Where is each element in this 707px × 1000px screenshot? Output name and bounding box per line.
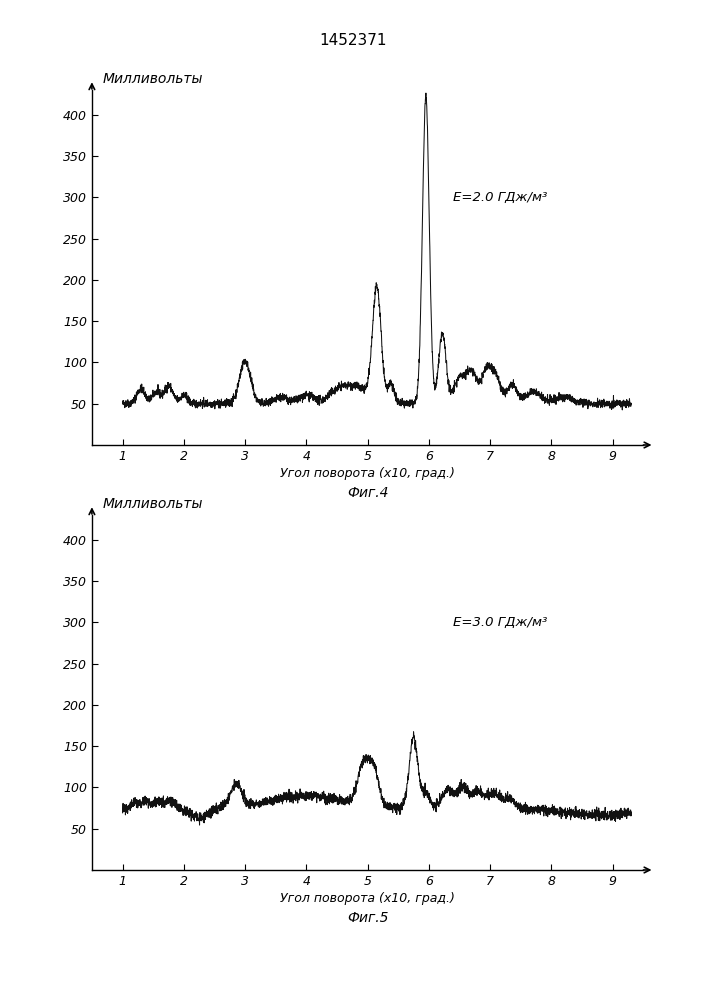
X-axis label: Угол поворота (х10, град.): Угол поворота (х10, град.): [280, 467, 455, 480]
X-axis label: Угол поворота (х10, град.): Угол поворота (х10, град.): [280, 892, 455, 905]
Text: Милливольты: Милливольты: [103, 72, 204, 86]
Text: 1452371: 1452371: [320, 33, 387, 48]
Text: E=3.0 ГДж/м³: E=3.0 ГДж/м³: [453, 616, 548, 629]
Text: E=2.0 ГДж/м³: E=2.0 ГДж/м³: [453, 191, 548, 204]
Text: Фиг.4: Фиг.4: [347, 486, 388, 500]
Text: Милливольты: Милливольты: [103, 497, 204, 511]
Text: Фиг.5: Фиг.5: [347, 911, 388, 925]
